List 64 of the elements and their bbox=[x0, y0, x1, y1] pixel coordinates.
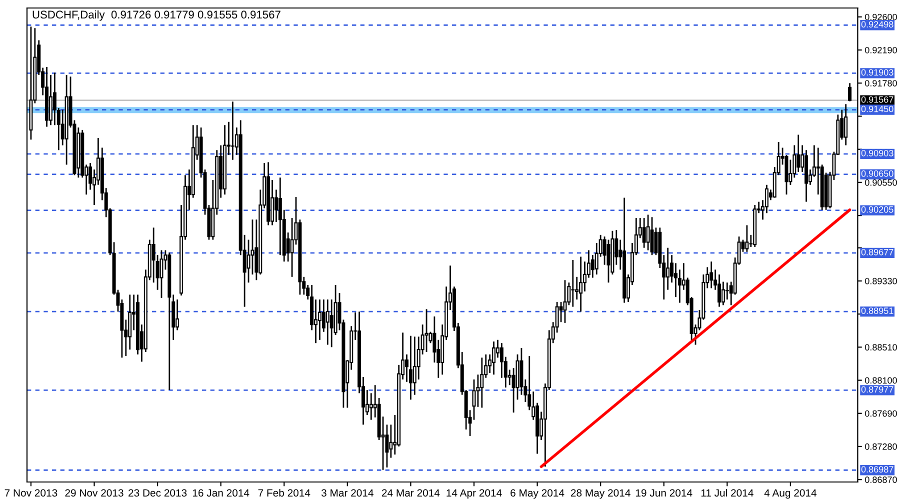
candlestick bbox=[642, 217, 646, 249]
x-tick-label: 19 Jun 2014 bbox=[636, 489, 692, 497]
x-tick-label: 11 Jul 2014 bbox=[701, 488, 754, 497]
ref-line-label: 0.92498 bbox=[861, 21, 894, 28]
y-tick-label: 0.88100 bbox=[864, 377, 897, 384]
x-tick-label: 7 Feb 2014 bbox=[258, 488, 310, 497]
candlestick bbox=[745, 224, 749, 253]
candlestick bbox=[270, 179, 274, 226]
x-tick-label: 3 Mar 2014 bbox=[321, 489, 374, 497]
chart-title: USDCHF,Daily 0.91726 0.91779 0.91555 0.91567 bbox=[32, 10, 280, 21]
candlestick bbox=[48, 74, 52, 126]
x-tick-label: 28 May 2014 bbox=[570, 489, 630, 499]
candlestick bbox=[314, 298, 318, 344]
y-tick-label: 0.92190 bbox=[864, 46, 897, 54]
candlestick bbox=[796, 134, 800, 173]
x-tick-label: 24 Mar 2014 bbox=[382, 489, 440, 497]
y-tick-label: 0.87690 bbox=[864, 410, 897, 417]
y-tick-label: 0.92600 bbox=[864, 14, 897, 20]
candlestick bbox=[606, 239, 610, 284]
candlestick bbox=[492, 340, 496, 376]
ref-line-label: 0.89677 bbox=[861, 248, 894, 256]
ref-line-label: 0.91450 bbox=[861, 106, 894, 112]
candlestick bbox=[330, 298, 334, 348]
candlestick bbox=[408, 335, 412, 400]
candlestick bbox=[844, 103, 848, 146]
candlestick bbox=[718, 274, 721, 308]
x-tick-label: 23 Dec 2013 bbox=[128, 489, 187, 497]
candlestick bbox=[480, 356, 484, 408]
candlestick bbox=[563, 279, 567, 324]
ref-line-label: 0.91567 bbox=[861, 96, 894, 103]
y-tick-label: 0.87280 bbox=[864, 443, 897, 450]
candlestick bbox=[646, 214, 650, 251]
ref-line-label: 0.86987 bbox=[861, 466, 894, 473]
x-tick-label: 6 May 2014 bbox=[510, 489, 564, 499]
ref-line-label: 0.88951 bbox=[861, 308, 894, 314]
candlestick bbox=[412, 336, 416, 396]
candlestick bbox=[424, 308, 428, 353]
x-tick-label: 7 Nov 2013 bbox=[4, 489, 58, 497]
ref-line-label: 0.91903 bbox=[861, 69, 894, 76]
candlestick bbox=[666, 247, 670, 291]
y-tick-label: 0.91780 bbox=[864, 80, 897, 86]
x-tick-label: 16 Jan 2014 bbox=[192, 489, 250, 497]
candlestick bbox=[230, 100, 234, 161]
ref-line-label: 0.90650 bbox=[861, 170, 894, 177]
ref-line-label: 0.90205 bbox=[861, 206, 894, 213]
candlestick bbox=[326, 298, 330, 346]
candlestick bbox=[710, 260, 714, 289]
candlestick bbox=[176, 298, 180, 331]
candlestick bbox=[571, 259, 575, 308]
candlestick bbox=[579, 256, 583, 312]
y-tick-label: 0.88510 bbox=[864, 344, 897, 351]
x-tick-label: 14 Apr 2014 bbox=[446, 489, 502, 499]
candlestick bbox=[721, 281, 725, 306]
x-tick-label: 4 Aug 2014 bbox=[764, 489, 817, 499]
y-tick-label: 0.86870 bbox=[864, 476, 897, 483]
candlestick bbox=[318, 298, 322, 341]
y-tick-label: 0.89330 bbox=[864, 278, 897, 284]
ref-line-label: 0.90903 bbox=[861, 150, 894, 156]
candlestick bbox=[369, 392, 373, 421]
candlestick bbox=[848, 82, 852, 102]
y-tick-label: 0.90550 bbox=[864, 179, 897, 186]
ref-line-label: 0.87977 bbox=[861, 386, 894, 393]
candlestick bbox=[725, 282, 729, 300]
x-tick-label: 29 Nov 2013 bbox=[65, 489, 124, 497]
